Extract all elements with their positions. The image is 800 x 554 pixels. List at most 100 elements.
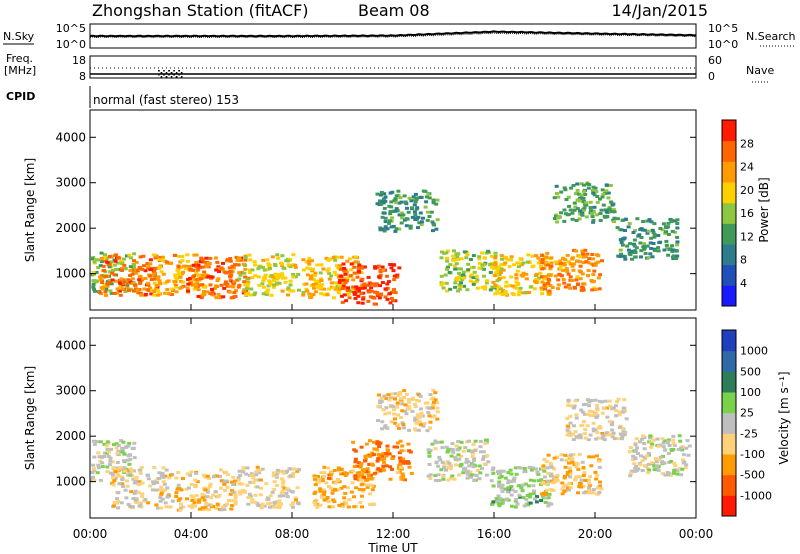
colorbar-segment [722,330,736,352]
radar-echo-cell [315,263,320,267]
radar-echo-cell [477,464,482,468]
radar-echo-cell [617,254,622,258]
radar-echo-cell [156,275,161,279]
radar-echo-cell [324,481,329,485]
radar-echo-cell [529,478,533,482]
radar-echo-cell [232,291,237,294]
radar-echo-cell [681,458,685,462]
radar-echo-cell [634,246,639,250]
radar-echo-cell [181,505,186,509]
radar-echo-cell [312,286,316,290]
radar-echo-cell [416,428,421,432]
radar-echo-cell [113,470,118,474]
radar-echo-cell [515,269,520,273]
radar-echo-cell [165,495,170,499]
radar-echo-cell [355,260,360,264]
radar-echo-cell [205,490,210,494]
radar-echo-cell [464,460,469,464]
radar-echo-cell [549,261,554,265]
radar-echo-cell [257,469,262,472]
radar-echo-cell [270,255,275,259]
radar-echo-cell [213,490,218,494]
radar-echo-cell [258,478,263,482]
radar-echo-cell [111,466,116,470]
radar-echo-cell [483,285,488,289]
radar-echo-cell [170,287,175,291]
radar-echo-cell [395,405,400,409]
radar-echo-cell [142,287,147,291]
radar-echo-cell [193,498,198,502]
radar-echo-cell [663,473,668,477]
radar-echo-cell [573,430,578,434]
radar-echo-cell [568,469,573,473]
range-tick-label: 1000 [55,267,86,281]
radar-echo-cell [116,449,121,453]
radar-echo-cell [382,457,387,461]
radar-echo-cell [620,437,624,441]
radar-echo-cell [515,283,520,286]
radar-echo-cell [675,469,680,473]
radar-echo-cell [190,506,195,510]
radar-echo-cell [558,264,563,268]
radar-echo-cell [565,253,570,257]
radar-echo-cell [588,200,593,204]
radar-echo-cell [583,428,588,432]
radar-echo-cell [205,508,210,512]
radar-echo-cell [131,477,136,481]
radar-echo-cell [352,495,356,499]
radar-echo-cell [557,215,562,219]
radar-echo-cell [91,282,96,286]
radar-echo-cell [363,454,368,458]
radar-echo-cell [98,264,103,268]
radar-echo-cell [554,260,559,264]
radar-echo-cell [241,470,246,474]
radar-echo-cell [383,287,388,291]
radar-echo-cell [200,283,205,287]
radar-echo-cell [180,259,185,263]
radar-echo-cell [582,208,586,212]
radar-echo-cell [568,421,573,425]
radar-echo-cell [197,500,201,504]
radar-echo-cell [280,254,285,258]
radar-echo-cell [275,502,280,506]
radar-echo-cell [393,397,397,401]
radar-echo-cell [361,296,366,299]
radar-echo-cell [553,274,558,278]
radar-echo-cell [621,410,626,414]
radar-echo-cell [234,289,238,293]
radar-echo-cell [131,262,136,266]
radar-echo-cell [562,476,567,480]
radar-echo-cell [595,195,600,198]
radar-echo-cell [491,500,496,504]
radar-echo-cell [556,278,561,282]
radar-echo-cell [190,503,195,507]
radar-echo-cell [387,398,392,402]
radar-echo-cell [559,211,563,215]
radar-echo-cell [327,287,332,291]
radar-echo-cell [327,277,332,281]
radar-echo-cell [260,467,265,471]
freq-tick-low: 8 [79,70,86,83]
radar-echo-cell [452,249,456,253]
radar-echo-cell [181,270,186,274]
radar-echo-cell [108,471,113,475]
radar-echo-cell [192,253,197,257]
radar-echo-cell [98,275,103,279]
radar-echo-cell [277,281,282,285]
radar-echo-cell [93,289,97,293]
radar-echo-cell [400,409,405,413]
radar-echo-cell [91,463,96,467]
radar-echo-cell [375,292,380,296]
radar-echo-cell [154,479,159,483]
radar-echo-cell [384,406,389,410]
radar-echo-cell [214,268,219,272]
radar-echo-cell [510,292,515,296]
radar-echo-cell [563,285,568,289]
radar-echo-cell [313,490,318,494]
radar-echo-cell [238,473,243,477]
radar-echo-cell [253,291,258,295]
radar-echo-cell [297,468,301,472]
radar-echo-cell [325,293,330,297]
radar-echo-cell [94,440,99,444]
radar-echo-cell [510,488,515,492]
